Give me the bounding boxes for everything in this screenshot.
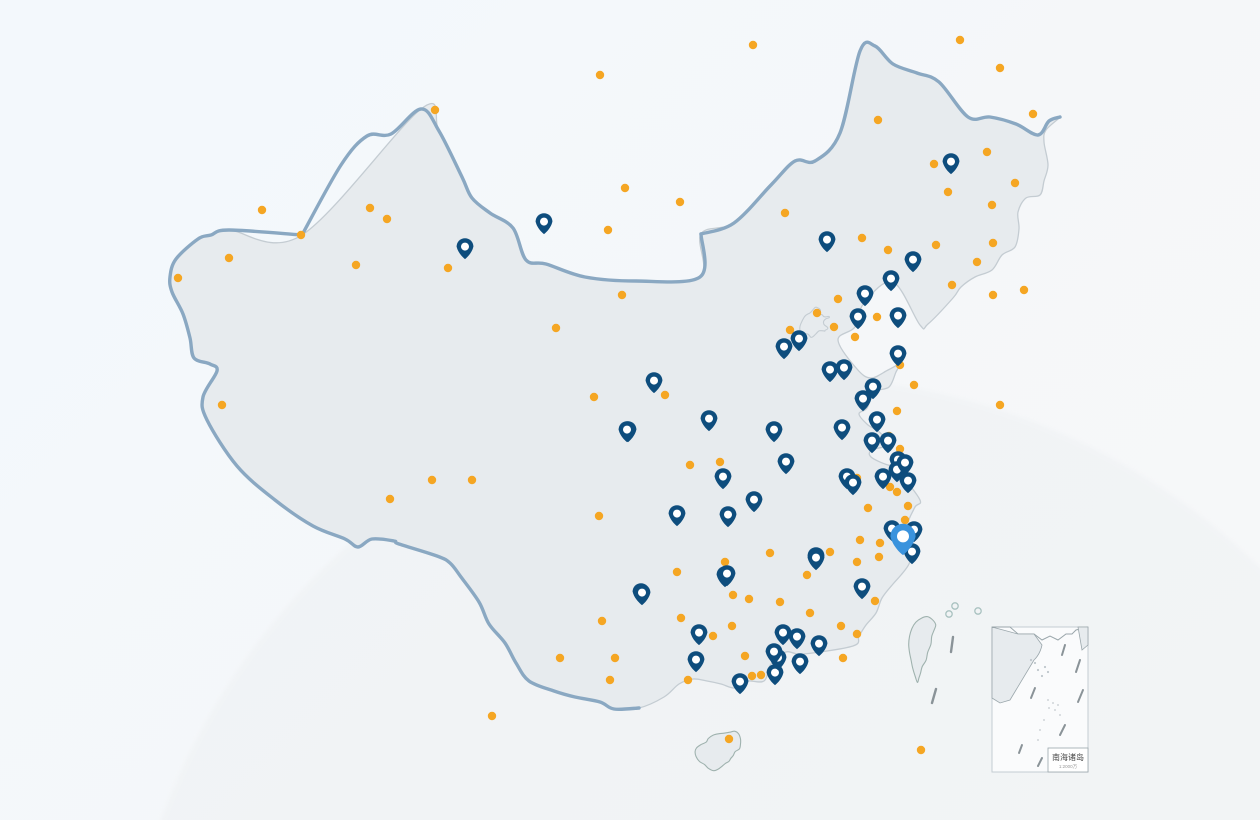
svg-text:南海诸岛: 南海诸岛 [1052, 752, 1084, 762]
